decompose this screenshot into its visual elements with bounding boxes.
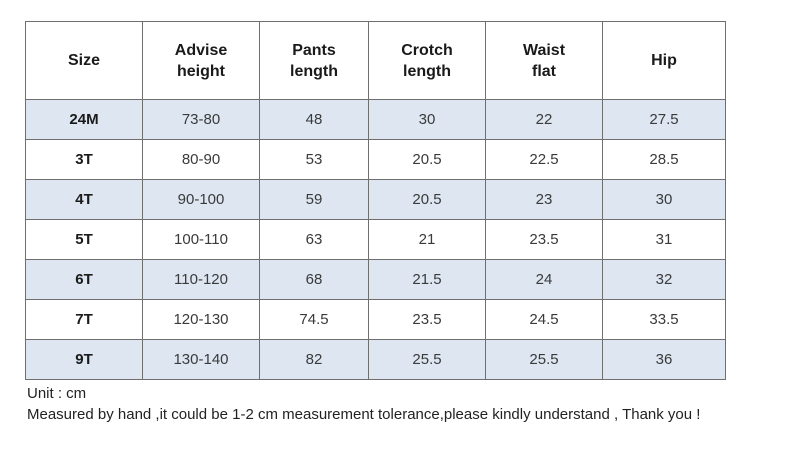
- unit-note: Unit : cm: [27, 385, 87, 402]
- waist-flat-cell: 23.5: [485, 219, 603, 260]
- tolerance-note: Measured by hand ,it could be 1-2 cm mea…: [27, 406, 701, 423]
- advise-height-cell: 90-100: [142, 179, 260, 220]
- header-size: Size: [25, 21, 143, 100]
- header-size-label: Size: [67, 52, 100, 69]
- header-hip: Hip: [602, 21, 726, 100]
- advise-height-cell: 110-120: [142, 259, 260, 300]
- table-row: 24M 73-80 48 30 22 27.5: [25, 99, 726, 140]
- size-cell: 3T: [25, 139, 143, 180]
- waist-flat-cell: 22.5: [485, 139, 603, 180]
- advise-height-cell: 100-110: [142, 219, 260, 260]
- size-cell: 6T: [25, 259, 143, 300]
- table-row: 7T 120-130 74.5 23.5 24.5 33.5: [25, 299, 726, 340]
- crotch-length-cell: 25.5: [368, 339, 486, 380]
- table-row: 6T 110-120 68 21.5 24 32: [25, 259, 726, 300]
- header-advise-height: Advise height: [142, 21, 260, 100]
- notes-block: Unit : cm Measured by hand ,it could be …: [27, 383, 700, 425]
- pants-length-cell: 74.5: [259, 299, 369, 340]
- advise-height-cell: 73-80: [142, 99, 260, 140]
- hip-cell: 28.5: [602, 139, 726, 180]
- advise-height-cell: 120-130: [142, 299, 260, 340]
- advise-height-cell: 130-140: [142, 339, 260, 380]
- size-cell: 5T: [25, 219, 143, 260]
- waist-flat-cell: 22: [485, 99, 603, 140]
- table-row: 4T 90-100 59 20.5 23 30: [25, 179, 726, 220]
- pants-length-cell: 82: [259, 339, 369, 380]
- crotch-length-cell: 21: [368, 219, 486, 260]
- header-waist-flat-label: Waist flat: [522, 41, 566, 80]
- waist-flat-cell: 24.5: [485, 299, 603, 340]
- size-cell: 4T: [25, 179, 143, 220]
- header-pants-length-label: Pants length: [290, 41, 338, 80]
- hip-cell: 32: [602, 259, 726, 300]
- advise-height-cell: 80-90: [142, 139, 260, 180]
- header-crotch-length: Crotch length: [368, 21, 486, 100]
- size-cell: 7T: [25, 299, 143, 340]
- header-advise-height-label: Advise height: [174, 41, 228, 80]
- crotch-length-cell: 20.5: [368, 179, 486, 220]
- pants-length-cell: 48: [259, 99, 369, 140]
- pants-length-cell: 63: [259, 219, 369, 260]
- pants-length-cell: 68: [259, 259, 369, 300]
- table-row: 5T 100-110 63 21 23.5 31: [25, 219, 726, 260]
- size-cell: 9T: [25, 339, 143, 380]
- pants-length-cell: 53: [259, 139, 369, 180]
- header-waist-flat: Waist flat: [485, 21, 603, 100]
- table-row: 3T 80-90 53 20.5 22.5 28.5: [25, 139, 726, 180]
- hip-cell: 30: [602, 179, 726, 220]
- hip-cell: 36: [602, 339, 726, 380]
- crotch-length-cell: 30: [368, 99, 486, 140]
- hip-cell: 33.5: [602, 299, 726, 340]
- size-chart-table: Size Advise height Pants length Crotch l…: [25, 21, 726, 380]
- waist-flat-cell: 25.5: [485, 339, 603, 380]
- waist-flat-cell: 24: [485, 259, 603, 300]
- pants-length-cell: 59: [259, 179, 369, 220]
- waist-flat-cell: 23: [485, 179, 603, 220]
- table-row: 9T 130-140 82 25.5 25.5 36: [25, 339, 726, 380]
- header-pants-length: Pants length: [259, 21, 369, 100]
- crotch-length-cell: 20.5: [368, 139, 486, 180]
- table-header-row: Size Advise height Pants length Crotch l…: [25, 21, 726, 100]
- header-crotch-length-label: Crotch length: [401, 41, 453, 80]
- size-cell: 24M: [25, 99, 143, 140]
- hip-cell: 27.5: [602, 99, 726, 140]
- crotch-length-cell: 21.5: [368, 259, 486, 300]
- crotch-length-cell: 23.5: [368, 299, 486, 340]
- hip-cell: 31: [602, 219, 726, 260]
- header-hip-label: Hip: [651, 52, 677, 69]
